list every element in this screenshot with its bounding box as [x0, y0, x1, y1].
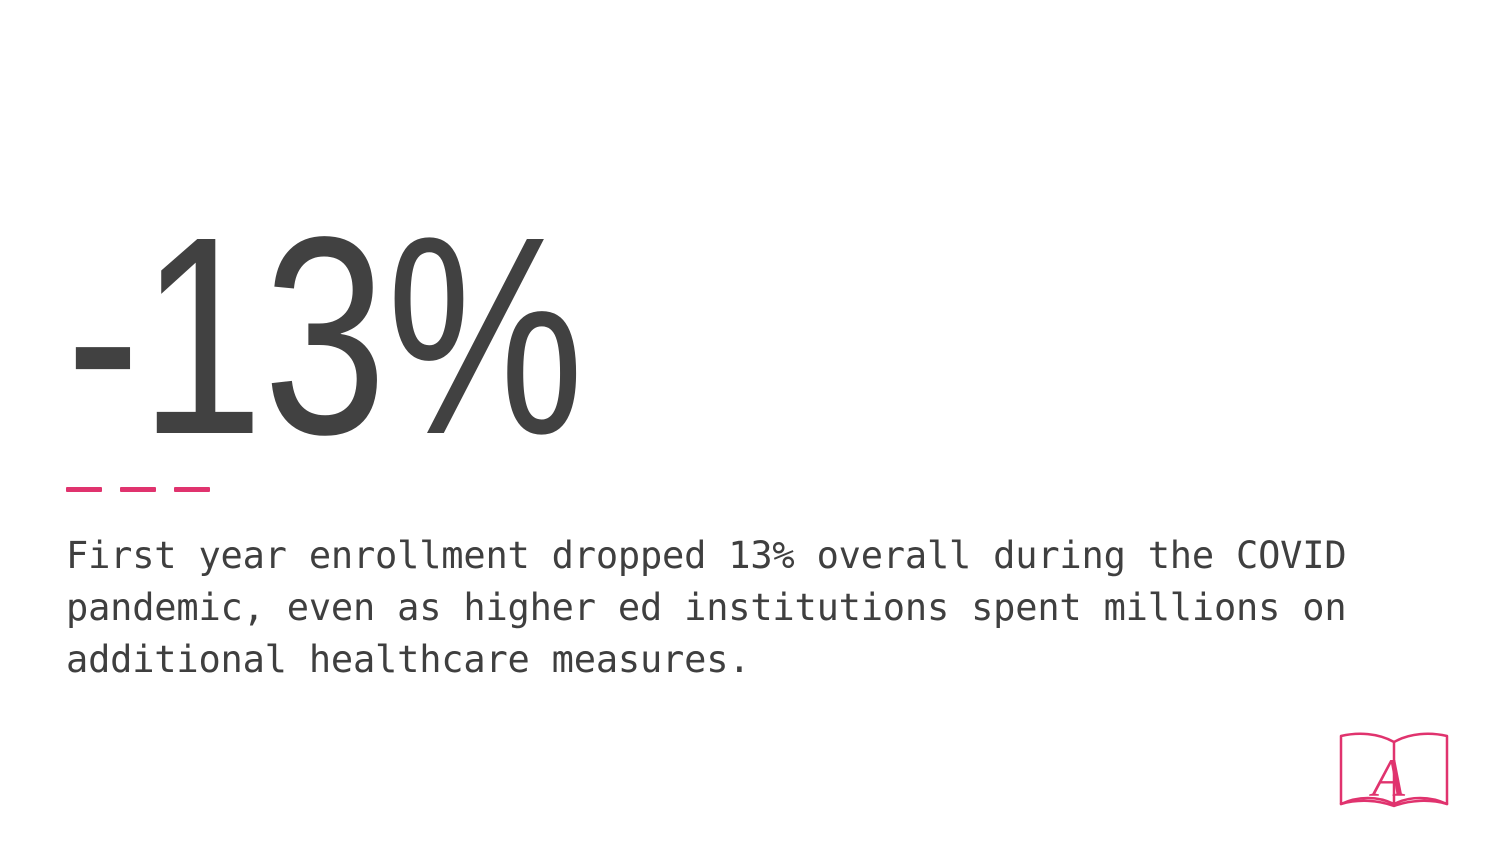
- open-book-icon: A: [1339, 732, 1449, 808]
- stat-description: First year enrollment dropped 13% overal…: [66, 534, 1347, 681]
- logo-letter: A: [1369, 748, 1406, 808]
- stat-value: -13%: [66, 178, 584, 493]
- accent-dashes: [66, 487, 210, 492]
- accent-dash: [66, 487, 102, 492]
- stat-value-graphic: -13%: [66, 178, 584, 493]
- accent-dash: [174, 487, 210, 492]
- accent-dash: [120, 487, 156, 492]
